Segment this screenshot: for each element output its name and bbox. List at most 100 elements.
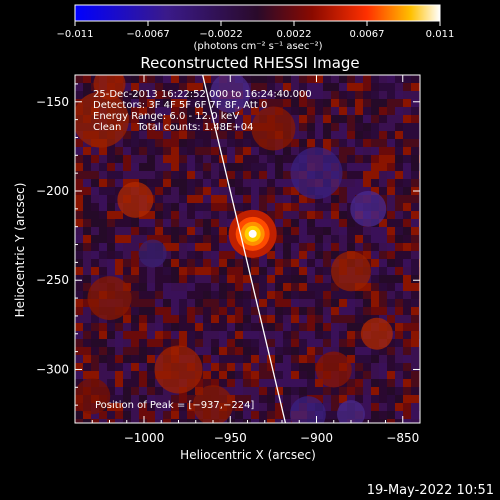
heatmap-cell [347, 355, 355, 363]
heatmap-cell [299, 211, 307, 219]
heatmap-cell [83, 211, 91, 219]
heatmap-cell [243, 267, 251, 275]
heatmap-cell [83, 315, 91, 323]
heatmap-cell [203, 363, 211, 371]
heatmap-cell [83, 179, 91, 187]
heatmap-cell [411, 291, 419, 299]
heatmap-cell [187, 123, 195, 131]
heatmap-cell [235, 299, 243, 307]
heatmap-cell [123, 155, 131, 163]
heatmap-cell [395, 187, 403, 195]
heatmap-cell [315, 395, 323, 403]
heatmap-cell [179, 219, 187, 227]
heatmap-cell [179, 155, 187, 163]
heatmap-cell [195, 163, 203, 171]
heatmap-cell [355, 243, 363, 251]
heatmap-cell [203, 355, 211, 363]
heatmap-cell [139, 227, 147, 235]
heatmap-cell [155, 75, 163, 83]
heatmap-cell [307, 259, 315, 267]
heatmap-cell [395, 259, 403, 267]
heatmap-cell [115, 387, 123, 395]
heatmap-cell [235, 379, 243, 387]
heatmap-cell [211, 227, 219, 235]
heatmap-cell [347, 179, 355, 187]
heatmap-cell [171, 155, 179, 163]
heatmap-cell [291, 379, 299, 387]
heatmap-cell [75, 259, 83, 267]
heatmap-cell [211, 323, 219, 331]
heatmap-cell [147, 107, 155, 115]
heatmap-cell [323, 211, 331, 219]
heatmap-cell [331, 299, 339, 307]
heatmap-cell [283, 307, 291, 315]
heatmap-region [193, 385, 233, 423]
heatmap-cell [91, 211, 99, 219]
heatmap-cell [243, 75, 251, 83]
heatmap-cell [267, 259, 275, 267]
heatmap-cell [371, 155, 379, 163]
heatmap-cell [155, 131, 163, 139]
heatmap-cell [155, 163, 163, 171]
heatmap-cell [219, 227, 227, 235]
heatmap-cell [139, 323, 147, 331]
heatmap-cell [203, 179, 211, 187]
heatmap-cell [163, 315, 171, 323]
heatmap-cell [299, 347, 307, 355]
heatmap-cell [179, 419, 187, 423]
heatmap-cell [179, 299, 187, 307]
heatmap-cell [155, 283, 163, 291]
heatmap-cell [211, 315, 219, 323]
x-axis-label: Heliocentric X (arcsec) [180, 448, 316, 462]
heatmap-cell [275, 171, 283, 179]
heatmap-region [360, 317, 393, 350]
heatmap-cell [179, 339, 187, 347]
heatmap-cell [363, 291, 371, 299]
heatmap-cell [307, 251, 315, 259]
heatmap-cell [219, 243, 227, 251]
heatmap-cell [355, 75, 363, 83]
heatmap-cell [363, 155, 371, 163]
heatmap-cell [299, 203, 307, 211]
heatmap-cell [163, 179, 171, 187]
heatmap-cell [395, 163, 403, 171]
heatmap-cell [227, 299, 235, 307]
heatmap-cell [291, 139, 299, 147]
heatmap-cell [187, 403, 195, 411]
heatmap-cell [163, 99, 171, 107]
heatmap-cell [131, 379, 139, 387]
heatmap-cell [283, 395, 291, 403]
heatmap-cell [283, 299, 291, 307]
heatmap-cell [147, 387, 155, 395]
heatmap-cell [251, 275, 259, 283]
heatmap-cell [123, 323, 131, 331]
heatmap-cell [371, 163, 379, 171]
heatmap-cell [123, 403, 131, 411]
heatmap-cell [291, 347, 299, 355]
heatmap-cell [155, 267, 163, 275]
heatmap-cell [299, 339, 307, 347]
heatmap-cell [347, 299, 355, 307]
heatmap-cell [259, 355, 267, 363]
heatmap-cell [211, 243, 219, 251]
heatmap-cell [147, 99, 155, 107]
y-tick-label: −200 [36, 184, 69, 198]
heatmap-cell [299, 331, 307, 339]
heatmap-cell [195, 203, 203, 211]
heatmap-cell [227, 363, 235, 371]
heatmap-cell [139, 83, 147, 91]
heatmap-cell [163, 155, 171, 163]
heatmap-cell [115, 331, 123, 339]
heatmap-cell [139, 339, 147, 347]
heatmap-cell [219, 219, 227, 227]
heatmap-cell [379, 403, 387, 411]
heatmap-cell [139, 403, 147, 411]
heatmap-cell [155, 315, 163, 323]
heatmap-cell [267, 267, 275, 275]
heatmap-cell [219, 331, 227, 339]
heatmap-cell [315, 379, 323, 387]
heatmap-cell [179, 83, 187, 91]
heatmap-cell [211, 371, 219, 379]
heatmap-cell [379, 83, 387, 91]
heatmap-cell [227, 163, 235, 171]
